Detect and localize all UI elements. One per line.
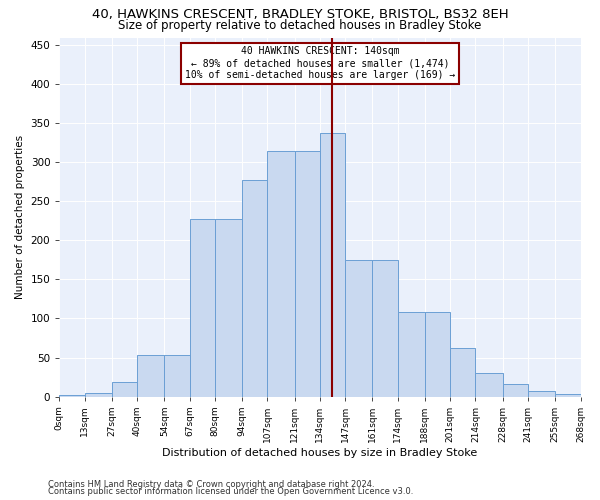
Bar (215, 218, 242, 396)
Bar (295, 150, 320, 396)
Text: 40, HAWKINS CRESCENT, BRADLEY STOKE, BRISTOL, BS32 8EH: 40, HAWKINS CRESCENT, BRADLEY STOKE, BRI… (92, 8, 508, 21)
Text: Size of property relative to detached houses in Bradley Stoke: Size of property relative to detached ho… (118, 18, 482, 32)
Bar (268, 150, 295, 396)
Bar (137, 355, 164, 397)
X-axis label: Distribution of detached houses by size in Bradley Stoke: Distribution of detached houses by size … (162, 448, 478, 458)
Bar (528, 391, 555, 396)
Bar (475, 373, 503, 396)
Bar (320, 132, 345, 396)
Bar (425, 312, 450, 396)
Bar (555, 394, 581, 396)
Text: 40 HAWKINS CRESCENT: 140sqm
← 89% of detached houses are smaller (1,474)
10% of : 40 HAWKINS CRESCENT: 140sqm ← 89% of det… (185, 46, 455, 80)
Bar (503, 384, 528, 396)
Bar (59, 395, 85, 396)
Bar (398, 312, 425, 396)
Bar (242, 180, 268, 396)
Bar (190, 218, 215, 396)
Text: Contains HM Land Registry data © Crown copyright and database right 2024.: Contains HM Land Registry data © Crown c… (48, 480, 374, 489)
Bar (85, 392, 112, 396)
Text: Contains public sector information licensed under the Open Government Licence v3: Contains public sector information licen… (48, 487, 413, 496)
Bar (345, 260, 373, 396)
Bar (450, 348, 475, 397)
Bar (164, 355, 190, 397)
Y-axis label: Number of detached properties: Number of detached properties (15, 135, 25, 299)
Bar (112, 382, 137, 396)
Bar (373, 260, 398, 396)
